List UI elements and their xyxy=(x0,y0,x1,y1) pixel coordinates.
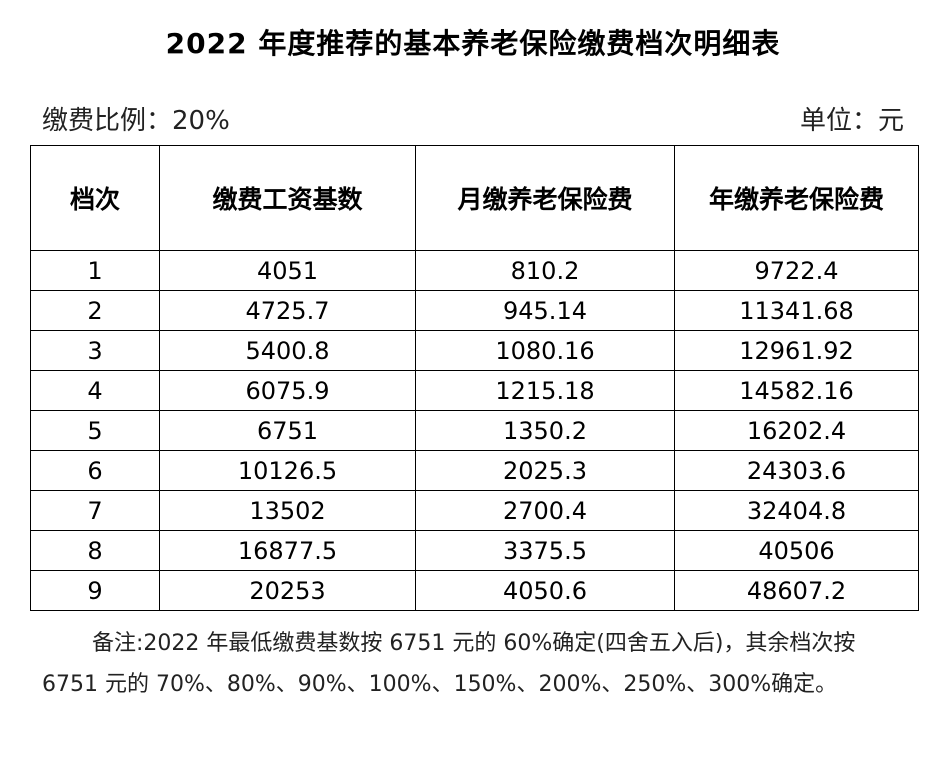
table-row: 6 10126.5 2025.3 24303.6 xyxy=(30,450,919,491)
cell-monthly-fee: 945.14 xyxy=(415,290,675,331)
header-annual-fee: 年缴养老保险费 xyxy=(674,145,919,251)
table-row: 7 13502 2700.4 32404.8 xyxy=(30,490,919,531)
cell-grade: 1 xyxy=(30,250,160,291)
cell-grade: 3 xyxy=(30,330,160,371)
cell-grade: 4 xyxy=(30,370,160,411)
cell-annual-fee: 14582.16 xyxy=(674,370,919,411)
cell-monthly-fee: 2700.4 xyxy=(415,490,675,531)
cell-monthly-fee: 1215.18 xyxy=(415,370,675,411)
cell-annual-fee: 12961.92 xyxy=(674,330,919,371)
cell-monthly-fee: 2025.3 xyxy=(415,450,675,491)
cell-annual-fee: 32404.8 xyxy=(674,490,919,531)
table-body: 1 4051 810.2 9722.4 2 4725.7 945.14 1134… xyxy=(30,250,919,611)
cell-grade: 5 xyxy=(30,410,160,451)
cell-monthly-fee: 4050.6 xyxy=(415,570,675,611)
cell-annual-fee: 11341.68 xyxy=(674,290,919,331)
header-grade: 档次 xyxy=(30,145,160,251)
header-row: 档次 缴费工资基数 月缴养老保险费 年缴养老保险费 xyxy=(30,145,919,251)
table-row: 9 20253 4050.6 48607.2 xyxy=(30,570,919,611)
cell-wage-base: 16877.5 xyxy=(159,530,416,571)
cell-wage-base: 4725.7 xyxy=(159,290,416,331)
cell-annual-fee: 24303.6 xyxy=(674,450,919,491)
cell-wage-base: 13502 xyxy=(159,490,416,531)
cell-annual-fee: 48607.2 xyxy=(674,570,919,611)
cell-annual-fee: 9722.4 xyxy=(674,250,919,291)
cell-wage-base: 20253 xyxy=(159,570,416,611)
contribution-table: 档次 缴费工资基数 月缴养老保险费 年缴养老保险费 1 4051 810.2 9… xyxy=(30,145,919,611)
cell-wage-base: 5400.8 xyxy=(159,330,416,371)
table-row: 8 16877.5 3375.5 40506 xyxy=(30,530,919,571)
cell-grade: 9 xyxy=(30,570,160,611)
table-row: 5 6751 1350.2 16202.4 xyxy=(30,410,919,451)
cell-grade: 7 xyxy=(30,490,160,531)
table-row: 1 4051 810.2 9722.4 xyxy=(30,250,919,291)
cell-monthly-fee: 1350.2 xyxy=(415,410,675,451)
contribution-rate-label: 缴费比例：20% xyxy=(42,106,230,136)
header-wage-base: 缴费工资基数 xyxy=(159,145,416,251)
cell-grade: 8 xyxy=(30,530,160,571)
cell-monthly-fee: 3375.5 xyxy=(415,530,675,571)
cell-grade: 6 xyxy=(30,450,160,491)
header-monthly-fee: 月缴养老保险费 xyxy=(415,145,675,251)
table-row: 2 4725.7 945.14 11341.68 xyxy=(30,290,919,331)
cell-wage-base: 6751 xyxy=(159,410,416,451)
cell-wage-base: 10126.5 xyxy=(159,450,416,491)
table-row: 4 6075.9 1215.18 14582.16 xyxy=(30,370,919,411)
table-row: 3 5400.8 1080.16 12961.92 xyxy=(30,330,919,371)
table-header: 档次 缴费工资基数 月缴养老保险费 年缴养老保险费 xyxy=(30,145,919,251)
cell-wage-base: 4051 xyxy=(159,250,416,291)
cell-monthly-fee: 810.2 xyxy=(415,250,675,291)
cell-annual-fee: 16202.4 xyxy=(674,410,919,451)
cell-annual-fee: 40506 xyxy=(674,530,919,571)
footnote: 备注:2022 年最低缴费基数按 6751 元的 60%确定(四舍五入后)，其余… xyxy=(42,623,912,705)
cell-grade: 2 xyxy=(30,290,160,331)
footnote-text: 备注:2022 年最低缴费基数按 6751 元的 60%确定(四舍五入后)，其余… xyxy=(42,631,856,697)
unit-label: 单位：元 xyxy=(799,106,904,136)
page-title: 2022 年度推荐的基本养老保险缴费档次明细表 xyxy=(165,27,781,60)
cell-wage-base: 6075.9 xyxy=(159,370,416,411)
cell-monthly-fee: 1080.16 xyxy=(415,330,675,371)
